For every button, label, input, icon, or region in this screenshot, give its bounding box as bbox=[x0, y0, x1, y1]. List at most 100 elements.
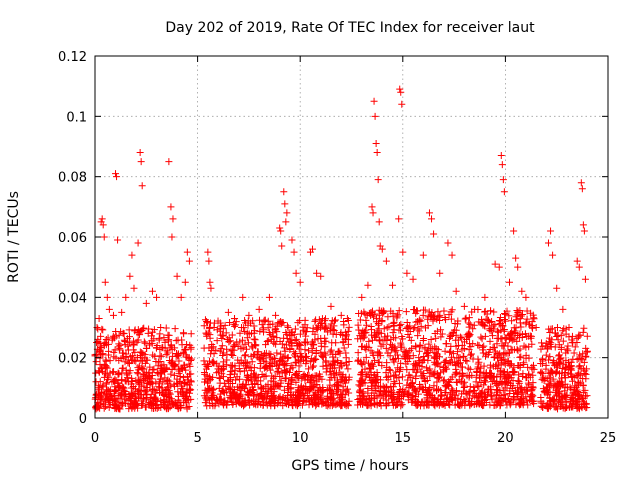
data-point bbox=[281, 200, 289, 208]
data-point bbox=[294, 319, 302, 327]
data-point bbox=[496, 350, 504, 358]
data-point bbox=[204, 248, 212, 256]
data-point bbox=[118, 392, 126, 400]
data-point bbox=[582, 375, 590, 383]
data-point bbox=[445, 334, 453, 342]
data-point bbox=[514, 347, 522, 355]
data-point bbox=[160, 396, 168, 404]
data-point bbox=[166, 403, 174, 411]
data-point bbox=[335, 347, 343, 355]
data-point bbox=[360, 358, 368, 366]
data-point bbox=[537, 345, 545, 353]
data-point bbox=[424, 366, 432, 374]
data-point bbox=[389, 329, 397, 337]
data-point bbox=[111, 402, 119, 410]
data-point bbox=[360, 329, 368, 337]
data-point bbox=[505, 312, 513, 320]
data-point bbox=[111, 386, 119, 394]
data-point bbox=[471, 386, 479, 394]
data-point bbox=[265, 329, 273, 337]
data-point bbox=[182, 396, 190, 404]
data-point bbox=[362, 353, 370, 361]
data-point bbox=[490, 401, 498, 409]
data-point bbox=[491, 321, 499, 329]
data-point bbox=[457, 363, 465, 371]
data-point bbox=[254, 400, 262, 408]
data-point bbox=[212, 346, 220, 354]
data-point bbox=[577, 394, 585, 402]
data-point bbox=[218, 342, 226, 350]
data-point bbox=[543, 383, 551, 391]
data-point bbox=[316, 392, 324, 400]
data-point bbox=[334, 385, 342, 393]
data-point bbox=[129, 382, 137, 390]
data-point bbox=[301, 316, 309, 324]
data-point bbox=[327, 368, 335, 376]
data-point bbox=[518, 395, 526, 403]
data-point bbox=[264, 337, 272, 345]
data-point bbox=[122, 390, 130, 398]
data-point bbox=[307, 377, 315, 385]
data-point bbox=[169, 215, 177, 223]
data-point bbox=[481, 396, 489, 404]
data-point bbox=[227, 347, 235, 355]
data-point bbox=[369, 377, 377, 385]
data-point bbox=[424, 398, 432, 406]
data-point bbox=[388, 398, 396, 406]
data-point bbox=[440, 366, 448, 374]
data-point bbox=[363, 321, 371, 329]
data-point bbox=[310, 398, 318, 406]
data-point bbox=[272, 311, 280, 319]
data-point bbox=[475, 394, 483, 402]
data-point bbox=[444, 239, 452, 247]
data-point bbox=[546, 381, 554, 389]
data-point bbox=[250, 392, 258, 400]
data-point bbox=[404, 330, 412, 338]
data-point bbox=[134, 239, 142, 247]
data-point bbox=[465, 346, 473, 354]
data-point bbox=[296, 278, 304, 286]
data-point bbox=[453, 387, 461, 395]
data-point bbox=[326, 367, 334, 375]
data-point bbox=[130, 284, 138, 292]
data-point bbox=[358, 343, 366, 351]
data-point bbox=[389, 355, 397, 363]
data-point bbox=[200, 378, 208, 386]
data-point bbox=[488, 318, 496, 326]
data-point bbox=[274, 367, 282, 375]
data-point bbox=[502, 334, 510, 342]
data-point bbox=[515, 371, 523, 379]
data-point bbox=[302, 339, 310, 347]
data-point bbox=[487, 392, 495, 400]
data-point bbox=[134, 336, 142, 344]
data-point bbox=[204, 329, 212, 337]
data-point bbox=[246, 388, 254, 396]
data-point bbox=[321, 349, 329, 357]
data-point bbox=[512, 254, 520, 262]
data-point bbox=[477, 364, 485, 372]
data-point bbox=[487, 307, 495, 315]
data-point bbox=[366, 365, 374, 373]
data-point bbox=[542, 361, 550, 369]
data-point bbox=[435, 374, 443, 382]
data-point bbox=[480, 342, 488, 350]
data-point bbox=[200, 392, 208, 400]
data-point bbox=[245, 363, 253, 371]
data-point bbox=[279, 396, 287, 404]
data-point bbox=[231, 341, 239, 349]
data-point bbox=[583, 392, 591, 400]
data-point bbox=[480, 381, 488, 389]
data-point bbox=[385, 365, 393, 373]
data-point bbox=[519, 394, 527, 402]
data-point bbox=[452, 368, 460, 376]
data-point bbox=[332, 339, 340, 347]
data-point bbox=[120, 336, 128, 344]
data-point bbox=[269, 333, 277, 341]
data-point bbox=[175, 357, 183, 365]
data-point bbox=[207, 284, 215, 292]
data-point bbox=[226, 337, 234, 345]
data-point bbox=[250, 386, 258, 394]
data-point bbox=[258, 321, 266, 329]
data-point bbox=[386, 352, 394, 360]
data-point bbox=[554, 336, 562, 344]
